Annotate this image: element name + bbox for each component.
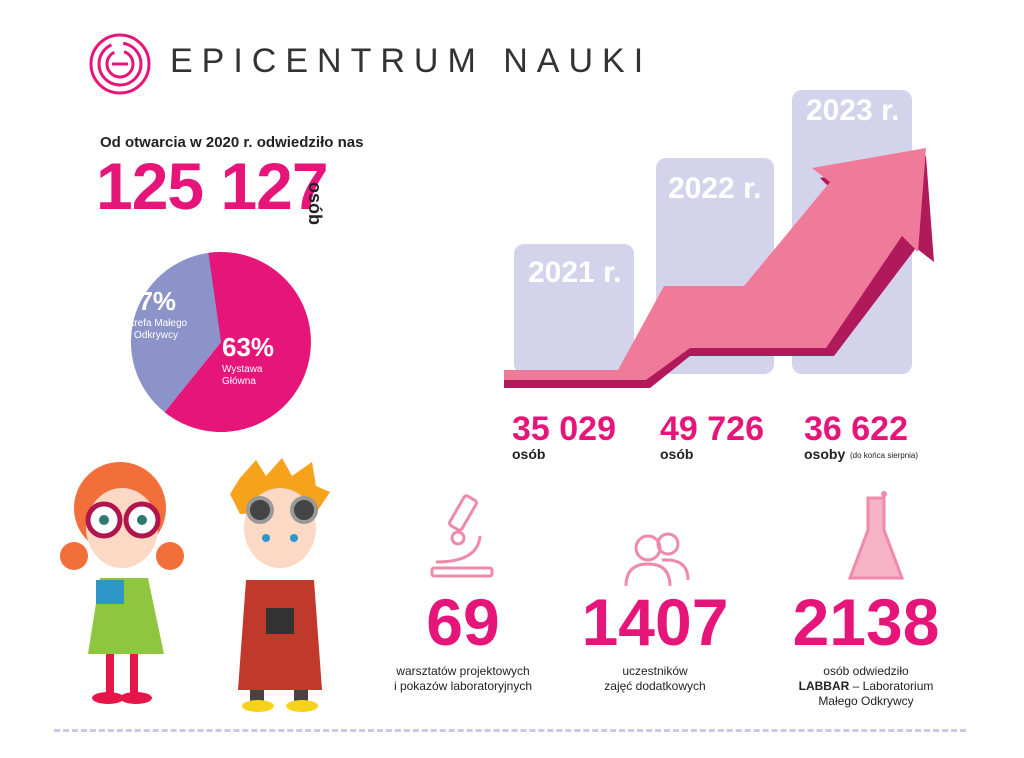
visitors-unit: osób bbox=[305, 182, 325, 225]
brand-title: EPICENTRUM NAUKI bbox=[170, 42, 653, 80]
stat-caption-workshops: warsztatów projektowych i pokazów labora… bbox=[370, 664, 556, 694]
pie-slice-strefa bbox=[130, 252, 221, 413]
count-unit-2022: osób bbox=[660, 446, 694, 462]
year-label-2023: 2023 r. bbox=[806, 94, 900, 127]
pie-label-wystawa-line1: Wystawa bbox=[222, 364, 263, 375]
stat-caption-labbar-bold: LABBAR bbox=[798, 679, 850, 693]
pie-slice-wystawa bbox=[164, 252, 311, 432]
stat-caption-labbar-line2: – Laboratorium bbox=[849, 679, 934, 693]
people-icon bbox=[624, 532, 690, 587]
count-2022: 49 726 bbox=[660, 410, 764, 448]
stat-caption-workshops-line1: warsztatów projektowych bbox=[396, 664, 530, 678]
girl-figure bbox=[60, 462, 184, 704]
pie-label-wystawa: Wystawa Główna bbox=[222, 364, 262, 388]
count-unit-2021: osób bbox=[512, 446, 546, 462]
microscope-icon bbox=[430, 494, 494, 578]
stat-caption-participants-line2: zajęć dodatkowych bbox=[604, 679, 706, 693]
stat-number-workshops: 69 bbox=[426, 585, 500, 659]
stat-number-labbar: 2138 bbox=[792, 585, 940, 659]
visitors-pie-chart bbox=[130, 252, 311, 432]
pie-label-strefa-line1: Strefa Małego bbox=[124, 318, 188, 329]
pie-pct-wystawa: 63% bbox=[222, 332, 275, 362]
growth-arrow bbox=[504, 148, 926, 380]
logo-icon bbox=[89, 33, 151, 95]
visitors-total: 125 127 bbox=[96, 149, 329, 223]
yearly-visitors-chart bbox=[504, 90, 934, 388]
count-2021: 35 029 bbox=[512, 410, 616, 448]
stat-caption-labbar: osób odwiedziło LABBAR – Laboratorium Ma… bbox=[770, 664, 962, 709]
stat-caption-labbar-line1: osób odwiedziło bbox=[823, 664, 909, 678]
stat-caption-workshops-line2: i pokazów laboratoryjnych bbox=[393, 679, 533, 693]
count-unit-2023: osoby bbox=[804, 446, 846, 462]
pie-pct-strefa: 37% bbox=[124, 286, 177, 316]
stat-caption-participants: uczestników zajęć dodatkowych bbox=[580, 664, 730, 694]
stat-caption-labbar-line3: Małego Odkrywcy bbox=[818, 694, 914, 708]
stat-number-participants: 1407 bbox=[581, 585, 729, 659]
flask-icon bbox=[847, 491, 905, 580]
bar-2021 bbox=[514, 244, 634, 374]
year-label-2022: 2022 r. bbox=[668, 172, 762, 205]
count-2023: 36 622 bbox=[804, 410, 908, 448]
boy-figure bbox=[230, 458, 330, 712]
visitors-since-text: Od otwarcia w 2020 r. odwiedziło nas bbox=[100, 134, 364, 151]
count-note-2023: (do końca sierpnia) bbox=[850, 451, 919, 460]
footer-divider bbox=[54, 729, 966, 732]
year-label-2021: 2021 r. bbox=[528, 256, 622, 289]
pie-label-strefa: Strefa Małego Odkrywcy bbox=[108, 318, 204, 342]
kids-illustration bbox=[60, 458, 330, 712]
stat-caption-participants-line1: uczestników bbox=[622, 664, 688, 678]
pie-label-wystawa-line2: Główna bbox=[222, 376, 256, 387]
pie-label-strefa-line2: Odkrywcy bbox=[134, 330, 178, 341]
